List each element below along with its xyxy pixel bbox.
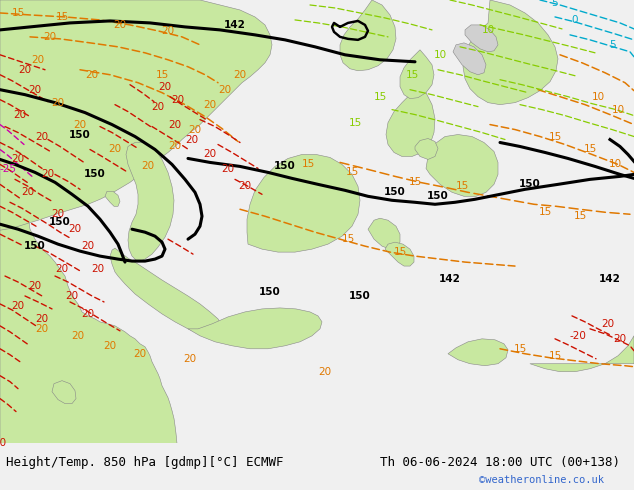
Text: 150: 150 xyxy=(24,241,46,251)
Text: 20: 20 xyxy=(81,241,94,251)
Text: 20: 20 xyxy=(74,120,87,129)
Text: 20: 20 xyxy=(22,187,35,197)
Text: 150: 150 xyxy=(84,170,106,179)
Text: 20: 20 xyxy=(13,110,27,120)
Text: 20: 20 xyxy=(55,264,68,274)
Text: 150: 150 xyxy=(427,191,449,201)
Text: 15: 15 xyxy=(408,177,422,187)
Text: 150: 150 xyxy=(259,287,281,297)
Text: 10: 10 xyxy=(481,25,495,35)
Text: 15: 15 xyxy=(155,70,169,80)
Text: 15: 15 xyxy=(55,12,68,22)
Text: 20: 20 xyxy=(11,154,25,165)
Text: 142: 142 xyxy=(224,20,246,30)
Text: -20: -20 xyxy=(569,331,586,341)
Text: 150: 150 xyxy=(274,161,296,172)
Text: 150: 150 xyxy=(49,217,71,227)
Text: 20: 20 xyxy=(158,82,172,92)
Text: 15: 15 xyxy=(348,118,361,127)
Text: 15: 15 xyxy=(11,8,25,18)
Text: 20: 20 xyxy=(36,324,49,334)
Text: 15: 15 xyxy=(548,351,562,361)
Text: 20: 20 xyxy=(44,32,56,42)
Text: 20: 20 xyxy=(29,85,42,95)
Text: 15: 15 xyxy=(573,211,586,221)
Text: -25: -25 xyxy=(0,165,16,174)
Text: 20: 20 xyxy=(113,20,127,30)
Text: 20: 20 xyxy=(133,349,146,359)
Text: 15: 15 xyxy=(514,344,527,354)
Text: 20: 20 xyxy=(51,209,65,219)
Text: 15: 15 xyxy=(346,168,359,177)
Text: 20: 20 xyxy=(29,281,42,291)
Text: 150: 150 xyxy=(69,129,91,140)
Text: 20: 20 xyxy=(41,170,55,179)
Text: 20: 20 xyxy=(141,161,155,172)
Text: 20: 20 xyxy=(169,120,181,129)
Text: 20: 20 xyxy=(36,131,49,142)
Text: 15: 15 xyxy=(373,92,387,101)
Text: Height/Temp. 850 hPa [gdmp][°C] ECMWF: Height/Temp. 850 hPa [gdmp][°C] ECMWF xyxy=(6,456,284,468)
Text: 15: 15 xyxy=(583,145,597,154)
Text: 20: 20 xyxy=(614,334,626,344)
Text: 20: 20 xyxy=(221,165,235,174)
Text: 20: 20 xyxy=(183,354,197,364)
Text: 5: 5 xyxy=(552,0,559,8)
Text: 150: 150 xyxy=(384,187,406,197)
Text: 20: 20 xyxy=(68,224,82,234)
Text: 15: 15 xyxy=(538,207,552,217)
Text: 20: 20 xyxy=(32,55,44,65)
Text: 20: 20 xyxy=(152,101,165,112)
Text: 10: 10 xyxy=(434,50,446,60)
Text: 20: 20 xyxy=(11,301,25,311)
Text: 20: 20 xyxy=(188,124,202,135)
Text: 20: 20 xyxy=(169,142,181,151)
Text: 15: 15 xyxy=(455,181,469,192)
Text: 15: 15 xyxy=(405,70,418,80)
Text: 20: 20 xyxy=(602,319,614,329)
Text: 150: 150 xyxy=(519,179,541,189)
Text: 20: 20 xyxy=(65,291,79,301)
Text: 10: 10 xyxy=(609,159,621,170)
Text: 20: 20 xyxy=(36,314,49,324)
Text: 15: 15 xyxy=(341,234,354,244)
Text: 15: 15 xyxy=(393,247,406,257)
Text: 20: 20 xyxy=(318,367,332,377)
Text: 15: 15 xyxy=(548,131,562,142)
Text: 15: 15 xyxy=(301,159,314,170)
Text: ©weatheronline.co.uk: ©weatheronline.co.uk xyxy=(479,475,604,485)
Text: Th 06-06-2024 18:00 UTC (00+138): Th 06-06-2024 18:00 UTC (00+138) xyxy=(380,456,621,468)
Text: 5: 5 xyxy=(609,40,616,50)
Text: 20: 20 xyxy=(185,135,198,145)
Text: 10: 10 xyxy=(611,105,624,115)
Text: 20: 20 xyxy=(219,85,231,95)
Text: 10: 10 xyxy=(592,92,605,101)
Text: 20: 20 xyxy=(86,70,98,80)
Text: 20: 20 xyxy=(18,65,32,75)
Text: 20: 20 xyxy=(108,145,122,154)
Text: 20: 20 xyxy=(233,70,247,80)
Text: 150: 150 xyxy=(349,291,371,301)
Text: 20: 20 xyxy=(162,26,174,36)
Text: 20: 20 xyxy=(171,95,184,105)
Text: 20: 20 xyxy=(103,341,117,351)
Text: 142: 142 xyxy=(439,274,461,284)
Text: 20: 20 xyxy=(91,264,105,274)
Text: 20: 20 xyxy=(51,98,65,108)
Text: 20: 20 xyxy=(204,99,217,110)
Text: 142: 142 xyxy=(599,274,621,284)
Text: 20: 20 xyxy=(204,149,217,159)
Text: 20: 20 xyxy=(72,331,84,341)
Text: 20: 20 xyxy=(238,181,252,192)
Text: 20: 20 xyxy=(0,439,6,448)
Text: 0: 0 xyxy=(572,15,578,25)
Text: 20: 20 xyxy=(81,309,94,319)
